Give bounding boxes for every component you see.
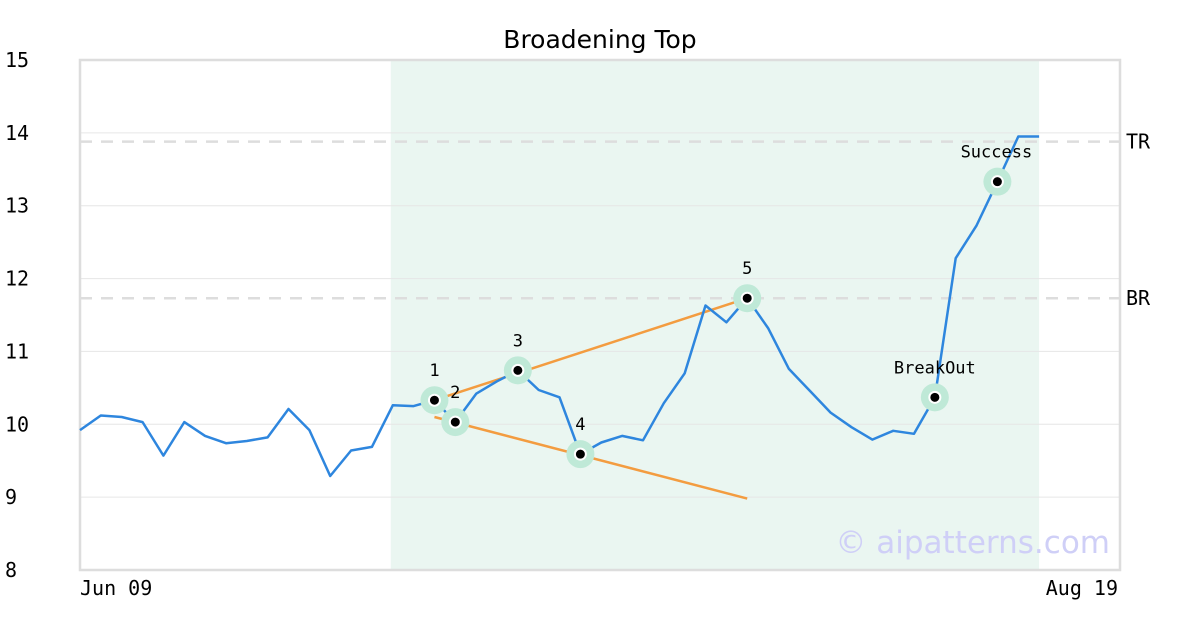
marker-dot xyxy=(427,393,441,407)
gridlines xyxy=(80,132,1120,498)
data-point xyxy=(121,417,122,418)
trend-line xyxy=(434,297,748,402)
highlight-region xyxy=(390,60,1040,570)
y-tick-label: 14 xyxy=(5,121,29,145)
data-point xyxy=(330,476,331,477)
data-point xyxy=(413,406,414,407)
data-point xyxy=(392,405,393,406)
data-point xyxy=(1039,136,1040,137)
annotation-label: 5 xyxy=(742,259,752,279)
data-point xyxy=(288,408,289,409)
x-tick-label: Aug 19 xyxy=(1046,576,1118,600)
reference-line-label: BR xyxy=(1126,286,1151,310)
y-tick-label: 12 xyxy=(5,267,29,291)
data-point xyxy=(768,328,769,329)
data-point xyxy=(705,305,706,306)
data-point xyxy=(205,435,206,436)
data-point xyxy=(622,435,623,436)
data-point xyxy=(80,430,81,431)
y-tick-label: 10 xyxy=(5,412,29,436)
x-tick-label: Jun 09 xyxy=(80,576,152,600)
y-tick-label: 15 xyxy=(5,48,29,72)
annotation-label: 4 xyxy=(575,415,585,435)
data-point xyxy=(893,430,894,431)
data-point xyxy=(830,412,831,413)
series xyxy=(79,135,1040,478)
annotation-label: Success xyxy=(961,143,1033,163)
data-point xyxy=(225,443,226,444)
data-point xyxy=(538,390,539,391)
data-point xyxy=(642,440,643,441)
marker-dot xyxy=(511,363,525,377)
annotation-label: 1 xyxy=(429,361,439,381)
data-point xyxy=(246,441,247,442)
y-tick-label: 13 xyxy=(5,194,29,218)
annotation-label: 2 xyxy=(450,383,460,403)
data-point xyxy=(267,437,268,438)
data-point xyxy=(1018,136,1019,137)
data-point xyxy=(142,422,143,423)
y-tick-label: 11 xyxy=(5,339,29,363)
annotation-label: BreakOut xyxy=(894,358,976,378)
marker-dot xyxy=(928,390,942,404)
marker-dot xyxy=(740,291,754,305)
reference-line-label: TR xyxy=(1126,130,1151,154)
marker-dot xyxy=(990,175,1004,189)
data-point xyxy=(976,225,977,226)
y-tick-label: 8 xyxy=(5,558,17,582)
data-point xyxy=(684,373,685,374)
y-axis-ticks: 8 9 10 11 12 13 14 15 xyxy=(5,48,29,582)
data-point xyxy=(184,422,185,423)
data-point xyxy=(100,415,101,416)
plot-frame xyxy=(78,58,1122,572)
data-point xyxy=(559,397,560,398)
annotation-label: 3 xyxy=(513,331,523,351)
price-line xyxy=(79,135,1040,478)
data-point xyxy=(371,446,372,447)
data-point xyxy=(601,442,602,443)
data-point xyxy=(163,455,164,456)
reference-lines: TR BR xyxy=(80,130,1151,310)
y-tick-label: 9 xyxy=(5,485,17,509)
data-point xyxy=(955,258,956,259)
data-point xyxy=(351,450,352,451)
data-point xyxy=(726,322,727,323)
data-point xyxy=(851,427,852,428)
marker-dot xyxy=(573,447,587,461)
data-point xyxy=(788,368,789,369)
data-point xyxy=(497,381,498,382)
data-point xyxy=(476,393,477,394)
data-point xyxy=(309,430,310,431)
data-point xyxy=(872,439,873,440)
data-point xyxy=(809,390,810,391)
marker-dot xyxy=(448,415,462,429)
pattern-markers: 12 3 4 5 BreakOut Success xyxy=(420,143,1033,469)
data-point xyxy=(914,433,915,434)
chart-title: Broadening Top xyxy=(503,25,696,54)
watermark: © aipatterns.com xyxy=(835,525,1110,561)
x-axis-ticks: Jun 09 Aug 19 xyxy=(80,576,1118,600)
data-point xyxy=(663,403,664,404)
